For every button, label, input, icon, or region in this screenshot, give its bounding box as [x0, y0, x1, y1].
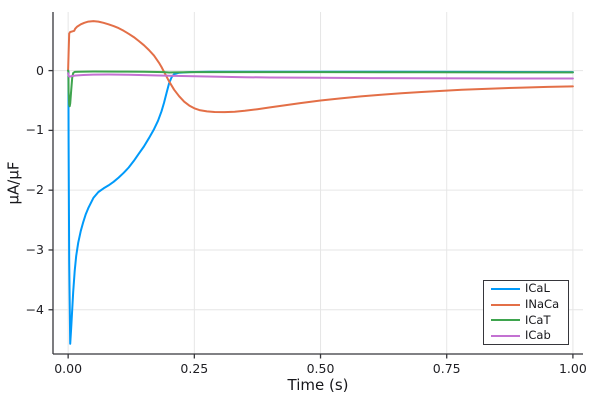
- legend-line-swatch: [491, 287, 520, 290]
- x-tick-label: 0.00: [54, 361, 83, 376]
- legend: ICaL INaCa ICaT ICab: [483, 280, 569, 345]
- x-tick-label: 0.25: [180, 361, 209, 376]
- legend-item-INaCa: INaCa: [484, 297, 568, 313]
- y-tick-label: −3: [25, 241, 44, 257]
- legend-item-ICaL: ICaL: [484, 281, 568, 297]
- legend-line-swatch: [491, 319, 520, 322]
- y-tick-label: −4: [25, 301, 44, 317]
- y-tick-label: 0: [36, 62, 44, 78]
- series-line-ICab: [67, 72, 574, 80]
- y-axis-title: μA/μF: [4, 161, 23, 205]
- legend-item-ICaT: ICaT: [484, 313, 568, 329]
- series-line-ICaL: [67, 69, 574, 345]
- legend-item-label: INaCa: [525, 296, 560, 311]
- x-axis-title: Time (s): [287, 376, 349, 394]
- series-line-ICaT: [67, 69, 574, 108]
- legend-line-swatch: [491, 335, 520, 338]
- legend-line-swatch: [491, 303, 520, 306]
- legend-item-ICab: ICab: [484, 328, 568, 344]
- series-line-INaCa: [67, 20, 574, 114]
- x-tick-label: 0.75: [432, 361, 461, 376]
- legend-item-label: ICaT: [525, 312, 551, 327]
- legend-item-label: ICaL: [525, 281, 550, 296]
- legend-item-label: ICab: [525, 328, 551, 343]
- x-tick-label: 1.00: [558, 361, 587, 376]
- x-tick-label: 0.50: [306, 361, 335, 376]
- y-tick-label: −2: [25, 181, 44, 197]
- y-tick-label: −1: [25, 122, 44, 138]
